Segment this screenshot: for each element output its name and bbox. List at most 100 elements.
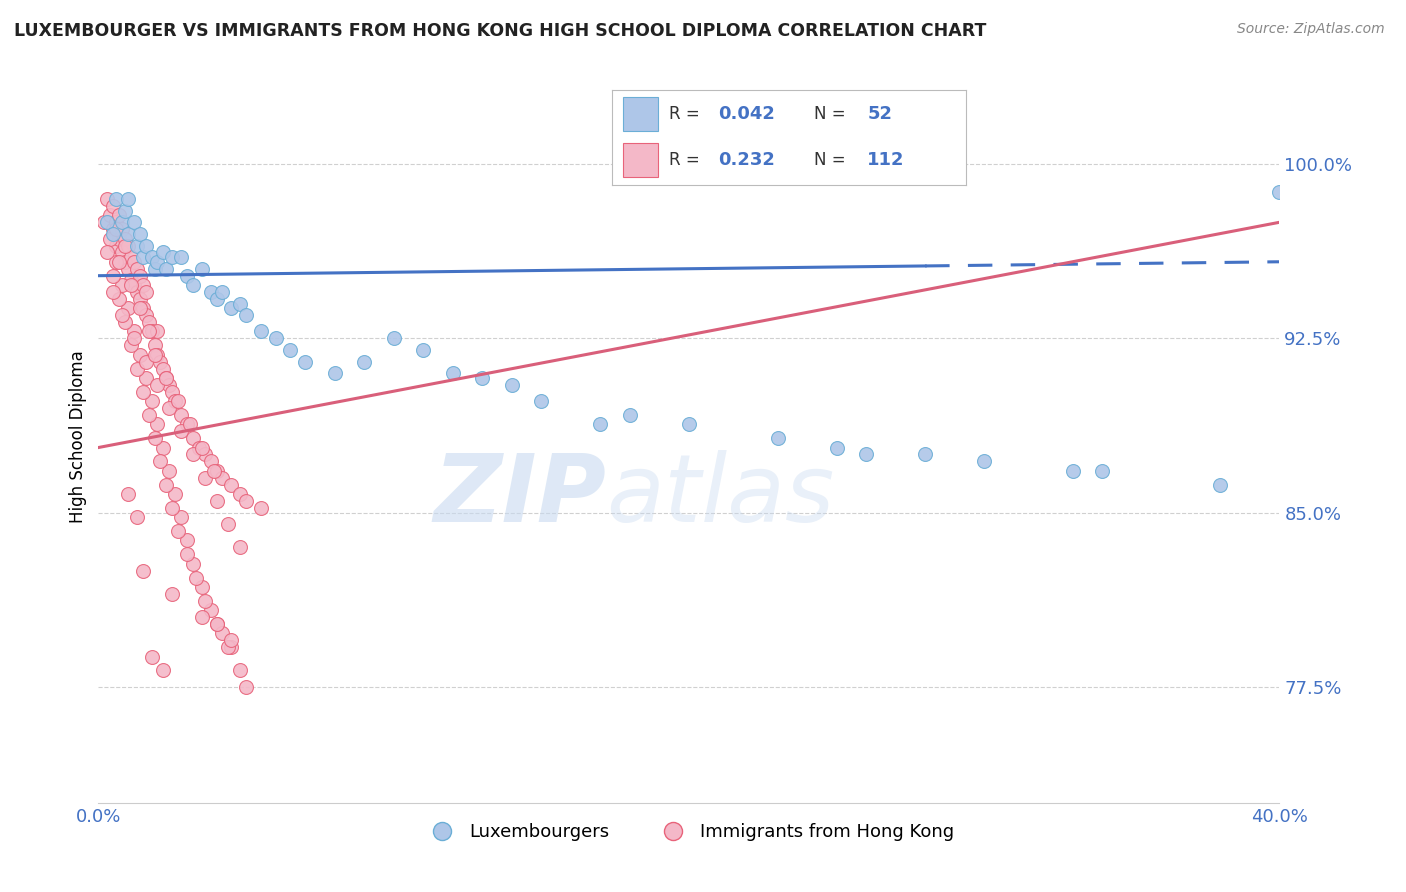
Point	[152, 361, 174, 376]
Point	[132, 301, 155, 316]
Point	[202, 464, 225, 478]
Point	[105, 192, 128, 206]
Point	[157, 377, 180, 392]
Point	[167, 524, 190, 538]
Point	[501, 377, 523, 392]
Point	[165, 394, 187, 409]
Point	[211, 471, 233, 485]
Point	[135, 308, 157, 322]
Point	[200, 603, 222, 617]
Point	[181, 557, 204, 571]
Point	[184, 570, 207, 584]
Point	[108, 231, 131, 245]
Point	[155, 261, 177, 276]
Point	[162, 500, 183, 515]
Point	[170, 408, 193, 422]
Text: ZIP: ZIP	[433, 450, 606, 541]
Point	[132, 564, 155, 578]
Point	[108, 292, 131, 306]
Point	[353, 354, 375, 368]
Point	[117, 192, 139, 206]
Point	[138, 408, 160, 422]
Point	[108, 208, 131, 222]
Legend: Luxembourgers, Immigrants from Hong Kong: Luxembourgers, Immigrants from Hong Kong	[418, 816, 960, 848]
Point	[146, 348, 169, 362]
Point	[98, 208, 121, 222]
Point	[217, 517, 239, 532]
Point	[187, 441, 209, 455]
Point	[111, 308, 134, 322]
Point	[128, 301, 150, 316]
Point	[194, 448, 217, 462]
Point	[914, 448, 936, 462]
Point	[678, 417, 700, 432]
Point	[229, 487, 252, 501]
Point	[170, 250, 193, 264]
Point	[149, 354, 172, 368]
Point	[138, 325, 160, 339]
Point	[96, 215, 118, 229]
Point	[191, 610, 214, 624]
Point	[120, 250, 142, 264]
Point	[1062, 464, 1084, 478]
Point	[176, 547, 198, 561]
Point	[128, 292, 150, 306]
Point	[111, 222, 134, 236]
Point	[162, 384, 183, 399]
Point	[114, 254, 136, 268]
Point	[167, 394, 190, 409]
Point	[152, 664, 174, 678]
Point	[205, 464, 228, 478]
Point	[117, 487, 139, 501]
Point	[855, 448, 877, 462]
Point	[235, 494, 257, 508]
Point	[103, 285, 125, 299]
Point	[264, 331, 287, 345]
Point	[194, 594, 217, 608]
Point	[179, 417, 201, 432]
Point	[138, 315, 160, 329]
Point	[205, 494, 228, 508]
Point	[382, 331, 405, 345]
Point	[221, 477, 243, 491]
Point	[96, 245, 118, 260]
Point	[211, 285, 233, 299]
Point	[132, 384, 155, 399]
Point	[141, 649, 163, 664]
Point	[105, 222, 128, 236]
Point	[157, 464, 180, 478]
Point	[176, 533, 198, 548]
Point	[217, 640, 239, 655]
Point	[155, 477, 177, 491]
Point	[111, 277, 134, 292]
Point	[125, 238, 148, 252]
Text: Source: ZipAtlas.com: Source: ZipAtlas.com	[1237, 22, 1385, 37]
Point	[181, 448, 204, 462]
Point	[111, 245, 134, 260]
Point	[205, 617, 228, 632]
Point	[191, 580, 214, 594]
Point	[103, 227, 125, 241]
Point	[235, 680, 257, 694]
Point	[973, 454, 995, 468]
Point	[125, 361, 148, 376]
Point	[766, 431, 789, 445]
Point	[117, 301, 139, 316]
Point	[1209, 477, 1232, 491]
Point	[162, 250, 183, 264]
Text: atlas: atlas	[606, 450, 835, 541]
Point	[117, 238, 139, 252]
Y-axis label: High School Diploma: High School Diploma	[69, 351, 87, 524]
Point	[221, 301, 243, 316]
Point	[111, 215, 134, 229]
Point	[181, 431, 204, 445]
Point	[122, 215, 145, 229]
Point	[191, 441, 214, 455]
Point	[143, 431, 166, 445]
Point	[135, 371, 157, 385]
Point	[120, 277, 142, 292]
Point	[146, 325, 169, 339]
Point	[155, 371, 177, 385]
Point	[103, 222, 125, 236]
Point	[143, 261, 166, 276]
